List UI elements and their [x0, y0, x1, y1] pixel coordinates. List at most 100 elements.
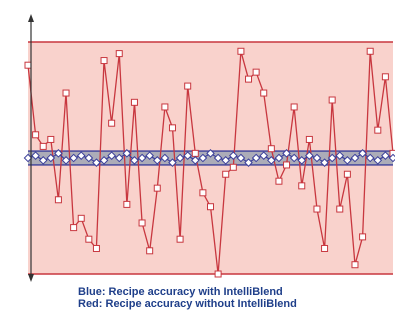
series-0-point-33	[275, 177, 283, 185]
series-1-point-17	[152, 156, 162, 165]
series-0-point-9	[92, 244, 100, 252]
series-1-point-34	[282, 149, 291, 158]
series-0-point-46	[374, 126, 382, 134]
series-0-point-15	[138, 219, 146, 227]
series-1-point-28	[236, 153, 246, 163]
series-1-point-44	[358, 149, 367, 158]
series-0-point-28	[237, 47, 245, 55]
series-0-point-31	[260, 89, 268, 97]
series-0-point-4	[54, 196, 62, 204]
series-1-point-46	[373, 156, 383, 165]
series-1-point-3	[46, 153, 56, 163]
series-0-point-23	[199, 189, 207, 197]
series-1-point-45	[365, 153, 375, 163]
series-1-point-41	[335, 151, 345, 160]
series-1-point-37	[305, 151, 314, 160]
series-0-point-6	[70, 224, 78, 232]
series-0-point-14	[130, 98, 138, 106]
series-0-point-3	[47, 135, 55, 143]
series-1-point-5	[61, 156, 71, 165]
series-0-point-20	[176, 235, 184, 243]
series-1-point-20	[175, 153, 185, 163]
series-1-point-31	[259, 151, 269, 160]
series-0-point-39	[321, 244, 329, 252]
series-1-point-12	[114, 153, 124, 163]
series-1-point-30	[251, 153, 261, 163]
series-0-point-17	[153, 184, 161, 192]
series-1-point-47	[381, 151, 390, 160]
series-0-point-18	[161, 103, 169, 111]
series-1-point-32	[267, 156, 276, 165]
series-0-point-2	[39, 142, 47, 150]
y-axis-arrow-bottom	[28, 274, 34, 282]
series-0-point-40	[328, 96, 336, 104]
series-0-point-5	[62, 89, 70, 97]
series-1-point-38	[312, 153, 322, 163]
series-1-point-18	[160, 153, 170, 163]
series-0-point-29	[245, 75, 253, 83]
series-1-point-2	[38, 156, 48, 165]
series-1-point-40	[327, 153, 337, 163]
series-1-point-36	[297, 156, 307, 165]
series-1-point-10	[99, 156, 109, 165]
series-0-point-16	[146, 247, 154, 255]
series-0-point-11	[108, 119, 116, 127]
series-1-point-42	[343, 156, 352, 165]
series-0-point-30	[252, 68, 260, 76]
series-0-point-1	[32, 131, 40, 139]
series-0-point-45	[366, 47, 374, 55]
series-0-point-19	[168, 124, 176, 132]
series-1-point-16	[145, 151, 154, 160]
series-0-point-38	[313, 205, 321, 213]
series-0-point-10	[100, 57, 108, 65]
series-1-point-6	[69, 153, 78, 163]
series-0-point-32	[267, 145, 275, 153]
series-1-point-26	[221, 156, 231, 165]
series-1-point-48	[388, 153, 395, 163]
series-1-point-9	[92, 158, 101, 167]
series-0-point-24	[207, 203, 214, 211]
series-0-point-13	[123, 200, 131, 208]
y-axis-arrow-top	[28, 14, 34, 22]
series-1-point-8	[84, 153, 94, 163]
series-0-point-12	[115, 50, 123, 58]
series-1-point-13	[122, 149, 132, 158]
series-0-point-7	[77, 214, 85, 222]
series-0-point-41	[336, 205, 344, 213]
series-1-point-11	[107, 151, 116, 160]
series-1-point-15	[137, 153, 147, 163]
legend: Blue: Recipe accuracy with IntelliBlend …	[78, 286, 297, 310]
series-1-point-19	[168, 158, 177, 167]
series-1-point-4	[54, 149, 63, 158]
series-0-point-43	[351, 261, 359, 269]
series-0-point-42	[343, 170, 351, 178]
series-0-point-36	[298, 182, 306, 190]
series-1-point-24	[206, 149, 215, 158]
series-1-point-21	[183, 151, 192, 160]
series-1-point-39	[320, 158, 329, 167]
series-1-point-27	[229, 151, 238, 160]
series-1-point-29	[244, 158, 253, 167]
legend-entry-blue: Blue: Recipe accuracy with IntelliBlend	[78, 286, 283, 298]
series-1-point-14	[130, 156, 139, 165]
series-1-point-1	[31, 151, 40, 160]
series-1-point-35	[289, 153, 299, 163]
series-0-point-25	[214, 270, 222, 278]
series-0-point-34	[283, 161, 291, 169]
series-1-point-22	[190, 156, 200, 165]
chart	[23, 14, 395, 282]
series-0-point-21	[184, 82, 192, 90]
series-0-point-27	[229, 163, 237, 171]
series-0-point-22	[191, 149, 199, 157]
series-1-point-25	[213, 153, 223, 163]
series-0-point-26	[222, 170, 230, 178]
series-1-point-43	[350, 153, 360, 163]
series-0-point-47	[381, 73, 389, 81]
series-1-point-33	[274, 153, 284, 163]
series-1-point-23	[198, 153, 208, 163]
legend-entry-red: Red: Recipe accuracy without IntelliBlen…	[78, 298, 297, 310]
series-0-point-44	[359, 233, 367, 241]
series-0-point-37	[305, 135, 313, 143]
series-0-point-0	[24, 61, 32, 69]
series-1-point-7	[76, 151, 86, 160]
